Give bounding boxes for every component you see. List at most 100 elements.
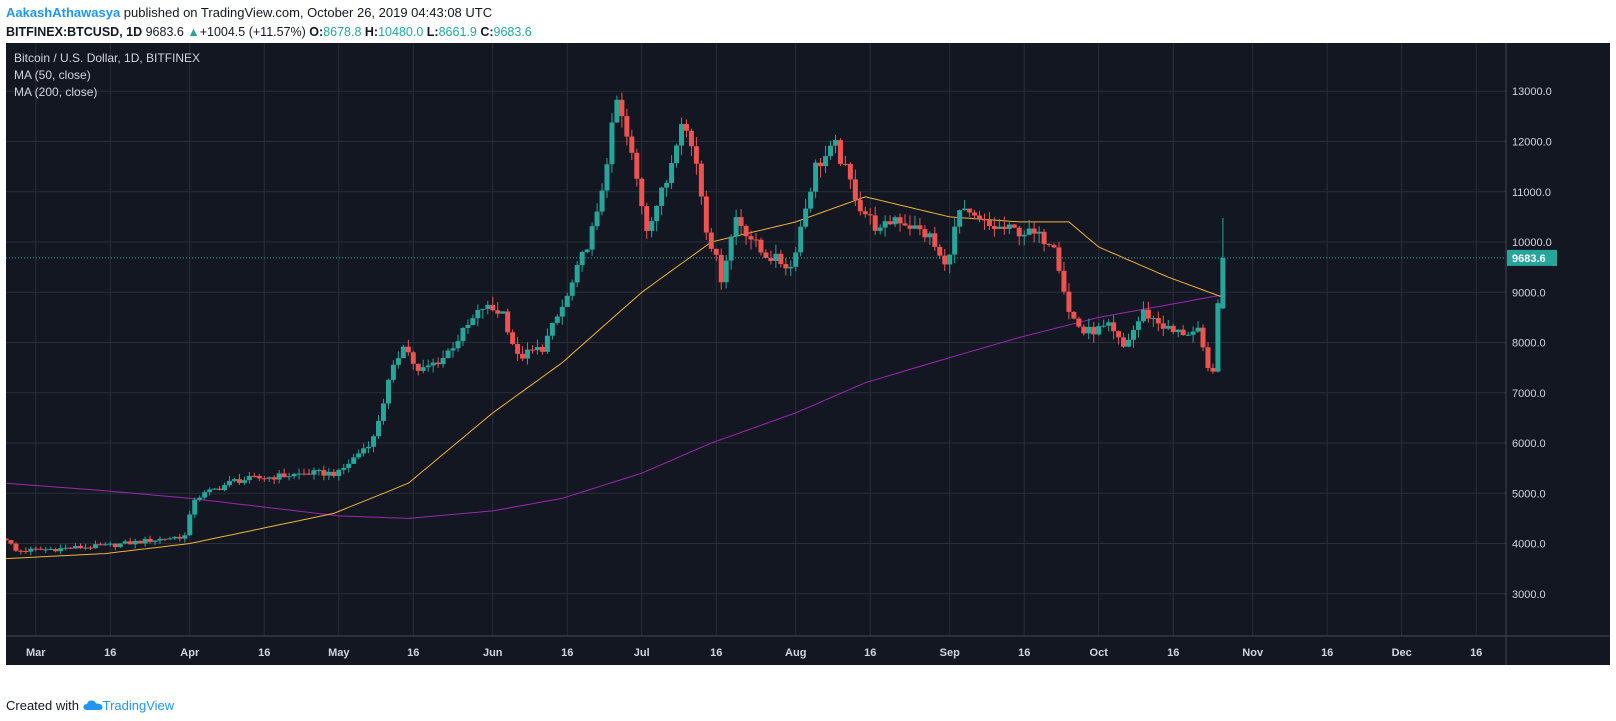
candle-body xyxy=(321,470,327,476)
last-price-badge xyxy=(1507,249,1557,266)
candle-body xyxy=(1190,331,1196,335)
tradingview-brand-link[interactable]: TradingView xyxy=(102,698,175,713)
candle-body xyxy=(390,364,396,380)
high-label: H: xyxy=(364,25,379,39)
candle-body xyxy=(1071,311,1077,319)
candle-body xyxy=(520,353,526,359)
candle-body xyxy=(430,362,436,366)
chart-grid xyxy=(6,43,1506,636)
candle-body xyxy=(882,221,888,228)
candle-body xyxy=(326,471,332,476)
author-link[interactable]: AakashAthawasya xyxy=(6,5,121,20)
candle-body xyxy=(857,199,863,212)
price-tick-label: 13000.0 xyxy=(1512,86,1552,98)
candle-body xyxy=(231,479,237,481)
last-price-line: 9683.6 xyxy=(6,249,1557,266)
candle-body xyxy=(644,206,650,231)
candle-body xyxy=(6,538,9,541)
candle-body xyxy=(162,538,168,540)
candle-body xyxy=(87,547,93,549)
candle-body xyxy=(251,475,257,477)
candle-body xyxy=(639,178,645,207)
candle-body xyxy=(574,265,580,283)
ohlc-bar: BITFINEX:BTCUSD, 1D 9683.6 ▲+1004.5 (+11… xyxy=(6,22,1606,42)
candle-body xyxy=(698,163,704,197)
candle-body xyxy=(1170,325,1176,333)
candle-body xyxy=(33,548,39,550)
candle-body xyxy=(207,489,213,493)
candle-body xyxy=(708,232,714,249)
candle-body xyxy=(167,538,173,540)
ma200-line xyxy=(6,294,1223,519)
candle-body xyxy=(828,145,834,157)
candle-body xyxy=(1140,309,1146,322)
candle-body xyxy=(152,540,158,543)
last-price-label: 9683.6 xyxy=(1512,253,1546,265)
candle-body xyxy=(107,543,113,545)
candle-body xyxy=(500,311,506,314)
candle-body xyxy=(455,341,461,349)
candle-body xyxy=(1155,318,1161,324)
candle-body xyxy=(649,221,655,231)
candle-body xyxy=(981,219,987,221)
candle-body xyxy=(380,403,386,421)
candle-body xyxy=(43,549,49,551)
candle-body xyxy=(1011,224,1017,228)
price-tick-label: 10000.0 xyxy=(1512,237,1552,249)
candle-body xyxy=(907,225,913,229)
change-text: +1004.5 (+11.57%) xyxy=(199,25,306,39)
candle-body xyxy=(669,163,675,183)
price-chart[interactable]: 9683.6 13000.0 12000.0 11000.0 10000.0 9000.… xyxy=(6,43,1610,665)
candle-body xyxy=(942,255,948,265)
time-tick-label: 16 xyxy=(104,647,116,659)
candle-body xyxy=(450,348,456,351)
time-tick-label: 16 xyxy=(258,647,270,659)
candle-body xyxy=(217,488,223,491)
candle-body xyxy=(803,208,809,227)
candle-body xyxy=(460,327,466,342)
candle-body xyxy=(962,208,968,211)
candle-body xyxy=(1036,231,1042,234)
candle-body xyxy=(197,497,203,500)
chart-header: AakashAthawasya published on TradingView… xyxy=(6,4,1606,42)
time-tick-label: 16 xyxy=(561,647,573,659)
candle-body xyxy=(589,226,595,250)
candle-body xyxy=(222,485,228,491)
candle-body xyxy=(986,220,992,226)
candle-body xyxy=(991,225,997,229)
candle-body xyxy=(246,475,252,481)
open-value: 8678.8 xyxy=(323,25,362,39)
candle-body xyxy=(38,548,44,550)
candle-body xyxy=(485,304,491,309)
candle-body xyxy=(688,130,694,147)
chart-axes: 13000.0 12000.0 11000.0 10000.0 9000.0 8000.0… xyxy=(6,43,1610,665)
candle-body xyxy=(1180,329,1186,336)
candle-body xyxy=(1051,245,1057,248)
candle-body xyxy=(425,365,431,368)
candle-body xyxy=(505,311,511,333)
candle-body xyxy=(371,436,377,447)
candle-body xyxy=(818,162,824,167)
candle-body xyxy=(266,477,272,479)
candle-body xyxy=(122,541,128,544)
candle-body xyxy=(977,215,983,220)
candle-body xyxy=(53,549,59,552)
candle-body xyxy=(1026,228,1032,235)
candle-body xyxy=(813,162,819,192)
candle-body xyxy=(723,260,729,283)
candle-body xyxy=(102,544,108,546)
candle-body xyxy=(227,480,233,486)
time-tick-label: Mar xyxy=(26,647,46,659)
candle-body xyxy=(1195,327,1201,332)
candle-body xyxy=(480,308,486,310)
legend-ma200: MA (200, close) xyxy=(14,85,97,99)
candle-body xyxy=(147,538,153,543)
candle-body xyxy=(112,543,118,548)
candle-body xyxy=(947,254,953,265)
candle-body xyxy=(758,239,764,253)
candle-body xyxy=(336,469,342,477)
time-tick-label: Nov xyxy=(1242,647,1264,659)
candle-body xyxy=(490,304,496,311)
candle-body xyxy=(142,538,148,544)
candle-body xyxy=(674,145,680,164)
